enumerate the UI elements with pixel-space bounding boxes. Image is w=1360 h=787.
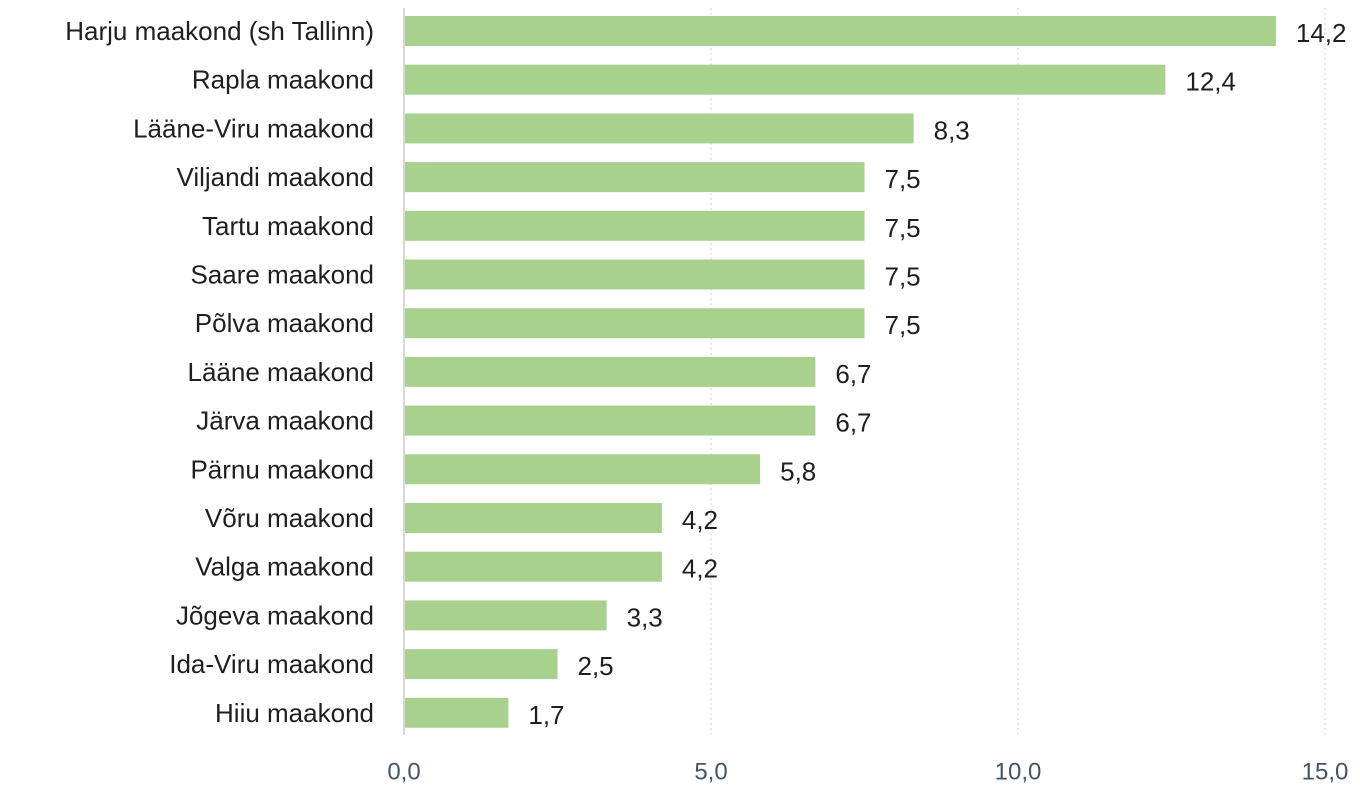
data-label: 7,5: [885, 310, 921, 340]
bars: [405, 16, 1276, 728]
bar: [405, 64, 1166, 95]
data-label: 6,7: [835, 408, 871, 438]
category-label: Jõgeva maakond: [176, 600, 374, 630]
data-label: 8,3: [934, 115, 970, 145]
data-label: 2,5: [578, 651, 614, 681]
category-label: Rapla maakond: [192, 65, 374, 95]
category-label: Võru maakond: [205, 503, 374, 533]
bar: [405, 503, 662, 533]
data-label: 12,4: [1185, 67, 1236, 97]
data-label: 7,5: [885, 164, 921, 194]
x-tick-label: 0,0: [387, 759, 420, 786]
category-label: Valga maakond: [195, 552, 374, 582]
bar: [405, 454, 761, 485]
x-axis: 0,0 5,0 10,0 15,0: [387, 8, 1348, 786]
bar: [405, 405, 816, 436]
category-label: Pärnu maakond: [190, 454, 374, 484]
bar: [405, 697, 509, 728]
data-label: 5,8: [780, 456, 816, 486]
data-label: 7,5: [885, 213, 921, 243]
data-label: 6,7: [835, 359, 871, 389]
category-label: Lääne-Viru maakond: [133, 113, 374, 143]
bar: [405, 162, 865, 193]
category-label: Lääne maakond: [188, 357, 374, 387]
category-label: Tartu maakond: [202, 211, 374, 241]
data-label: 14,2: [1296, 18, 1347, 48]
category-label: Järva maakond: [196, 406, 374, 436]
bar: [405, 16, 1276, 46]
category-label: Ida-Viru maakond: [169, 649, 374, 679]
bar: [405, 600, 607, 631]
x-tick-label: 10,0: [995, 759, 1042, 786]
data-label: 1,7: [528, 700, 564, 730]
bar: [405, 356, 816, 387]
x-tick-label: 15,0: [1302, 759, 1349, 786]
data-label: 7,5: [885, 262, 921, 292]
category-label: Harju maakond (sh Tallinn): [65, 16, 374, 46]
data-label: 4,2: [682, 554, 718, 584]
bar: [405, 113, 914, 144]
bar: [405, 308, 865, 339]
data-label: 4,2: [682, 505, 718, 535]
category-label: Põlva maakond: [195, 308, 374, 338]
x-tick-label: 5,0: [694, 759, 727, 786]
category-label: Saare maakond: [190, 260, 374, 290]
bar: [405, 551, 662, 582]
data-label: 3,3: [627, 602, 663, 632]
bar: [405, 649, 558, 680]
bar: [405, 259, 865, 290]
value-labels: 14,2 12,4 8,3 7,5 7,5 7,5 7,5 6,7 6,7 5,8 4,2 4,2 3,…: [528, 18, 1346, 730]
bar: [405, 210, 865, 241]
category-label: Hiiu maakond: [215, 698, 374, 728]
category-label: Viljandi maakond: [176, 162, 374, 192]
category-labels: Harju maakond (sh Tallinn) Rapla maakond L…: [65, 16, 374, 728]
